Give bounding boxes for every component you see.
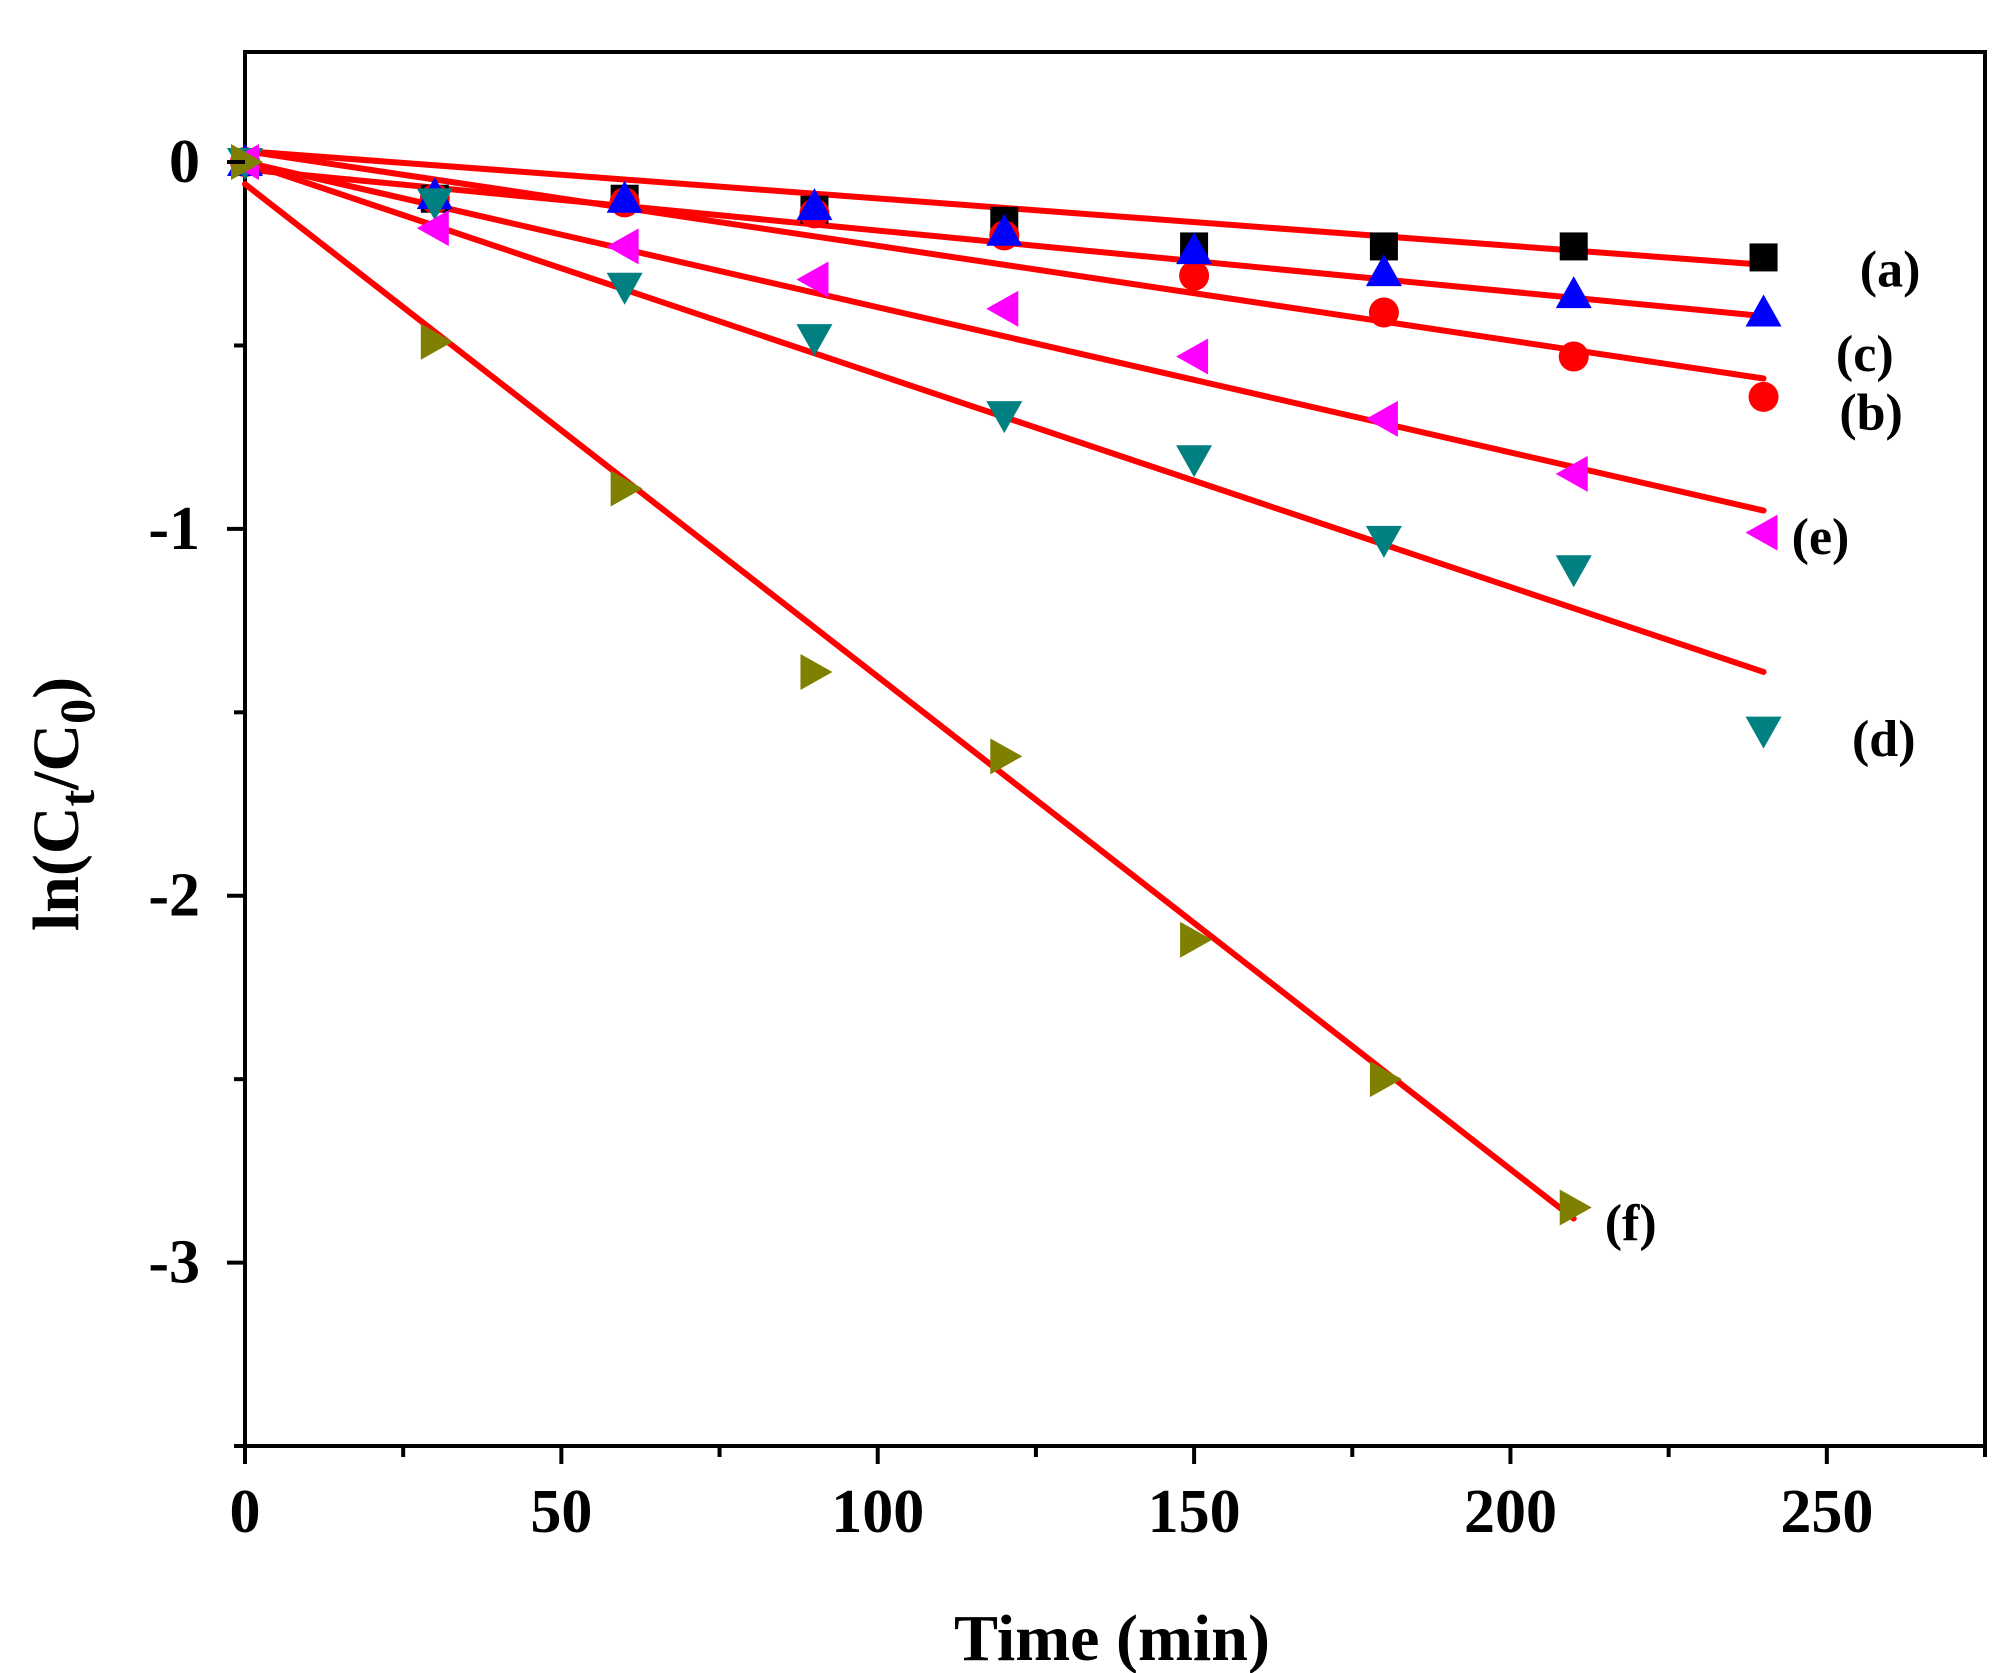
series-b-point: [1368, 297, 1399, 328]
series-a-label: (a): [1860, 241, 1921, 298]
series-d-point: [796, 324, 833, 357]
plot-area-border: [243, 50, 1987, 1448]
series-f-point: [990, 738, 1023, 775]
series-f-point: [610, 470, 643, 507]
series-e-point: [416, 210, 449, 247]
series-e-point: [986, 290, 1019, 327]
series-c-point: [1176, 232, 1213, 265]
y-tick-label: -3: [148, 1229, 200, 1297]
series-f-point: [1559, 1189, 1592, 1226]
series-e-label: (e): [1792, 509, 1850, 566]
series-d-point: [986, 401, 1023, 434]
y-axis-title-suffix: ): [20, 677, 93, 699]
series-e-point: [606, 228, 639, 265]
x-tick-label: 250: [1780, 1478, 1873, 1546]
series-f-point: [1369, 1061, 1402, 1098]
series-c-point: [1365, 254, 1402, 287]
x-tick-label: 50: [530, 1478, 592, 1546]
plot-frame: [243, 50, 1987, 1448]
y-axis-title-subscript-0: 0: [49, 699, 105, 724]
series-f-point: [1180, 921, 1213, 958]
series-c-point: [1555, 276, 1592, 309]
series-d-point: [1176, 445, 1213, 478]
series-f-label: (f): [1605, 1195, 1657, 1252]
y-axis-title-subscript-t: t: [49, 789, 105, 806]
series-b-label: (b): [1839, 385, 1903, 442]
x-tick-label: 150: [1148, 1478, 1241, 1546]
series-d-label: (d): [1852, 711, 1916, 768]
y-axis-title-prefix: ln(C: [20, 806, 93, 931]
series-d-point: [1555, 555, 1592, 588]
series-c-point: [986, 213, 1023, 246]
fit-lines: [242, 148, 1767, 1222]
series-c-point: [1745, 294, 1782, 327]
series-b-fit-line: [242, 148, 1767, 382]
series-a-point: [1749, 243, 1778, 272]
y-axis-title-mid: /C: [20, 724, 93, 791]
series-e-point: [796, 261, 829, 298]
series-b-point: [1748, 381, 1779, 412]
series-d-point: [606, 272, 643, 305]
y-tick-label: -1: [148, 495, 200, 563]
series-e-point: [1745, 514, 1778, 551]
series-c-point: [796, 188, 833, 221]
series-d-point: [1745, 716, 1782, 749]
x-tick-label: 0: [230, 1478, 261, 1546]
y-tick-label: -2: [148, 862, 200, 930]
axis-ticks: 0 50 100 150 200 250 0 -1 -2 -3: [148, 128, 1987, 1546]
x-tick-label: 100: [831, 1478, 924, 1546]
series-e-point: [1365, 400, 1398, 437]
y-axis-title: ln(Ct/C0): [20, 677, 105, 931]
series-labels: (a) (b)(c) (d) (e) (f): [1605, 241, 1921, 1252]
series-c-label: (c): [1836, 326, 1894, 383]
series-c-point: [606, 180, 643, 213]
series-e-fit-line: [242, 159, 1767, 514]
series-e-point: [1555, 455, 1588, 492]
y-tick-label: 0: [169, 128, 200, 196]
series-e-point: [1176, 338, 1209, 375]
series-f-point: [420, 323, 453, 360]
series-b-point: [1558, 341, 1589, 372]
series-d-point: [1365, 525, 1402, 558]
data-markers: [227, 144, 1782, 1226]
x-tick-label: 200: [1464, 1478, 1557, 1546]
series-f-fit-line: [242, 181, 1577, 1222]
series-b-point: [1179, 260, 1210, 291]
x-axis-title: Time (min): [954, 1602, 1270, 1673]
series-f-point: [800, 653, 833, 690]
series-d-point: [416, 188, 453, 221]
series-a-point: [1559, 232, 1588, 261]
series-f-point: [231, 144, 263, 181]
